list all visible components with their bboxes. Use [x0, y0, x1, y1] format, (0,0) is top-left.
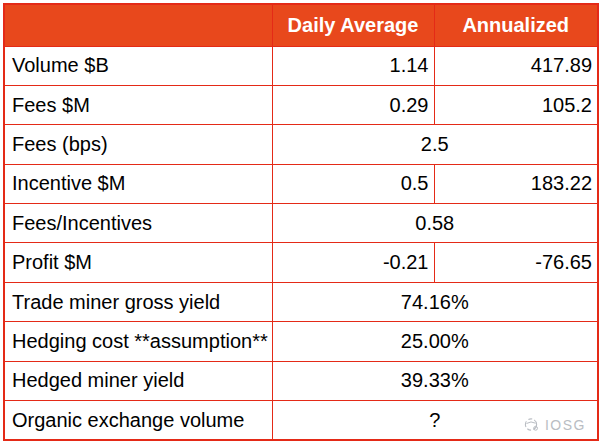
- cell-merged-value: 2.5: [272, 125, 598, 164]
- cell-merged-value: 74.16%: [272, 282, 598, 321]
- table-row-hedging-cost: Hedging cost **assumption** 25.00%: [4, 322, 598, 361]
- row-label: Organic exchange volume: [4, 401, 272, 440]
- cell-annualized: 183.22: [434, 164, 598, 203]
- header-annualized: Annualized: [434, 4, 598, 46]
- table-row-organic-exchange-volume: Organic exchange volume ?: [4, 401, 598, 440]
- table-row-volume: Volume $B 1.14 417.89: [4, 46, 598, 85]
- cell-daily: 1.14: [272, 46, 434, 85]
- cell-annualized: -76.65: [434, 243, 598, 282]
- row-label: Fees/Incentives: [4, 204, 272, 243]
- cell-merged-value: 25.00%: [272, 322, 598, 361]
- table-row-incentive: Incentive $M 0.5 183.22: [4, 164, 598, 203]
- iosg-logo-icon: [523, 416, 540, 433]
- table-row-hedged-miner-yield: Hedged miner yield 39.33%: [4, 361, 598, 400]
- cell-merged-value: 0.58: [272, 204, 598, 243]
- metrics-table: Daily Average Annualized Volume $B 1.14 …: [3, 3, 599, 441]
- row-label: Profit $M: [4, 243, 272, 282]
- row-label: Fees (bps): [4, 125, 272, 164]
- table-row-profit: Profit $M -0.21 -76.65: [4, 243, 598, 282]
- row-label: Hedging cost **assumption**: [4, 322, 272, 361]
- row-label: Volume $B: [4, 46, 272, 85]
- row-label: Trade miner gross yield: [4, 282, 272, 321]
- cell-daily: -0.21: [272, 243, 434, 282]
- table-row-fees: Fees $M 0.29 105.2: [4, 85, 598, 124]
- watermark-brand-text: IOSG: [545, 417, 586, 433]
- header-empty-cell: [4, 4, 272, 46]
- header-daily-average: Daily Average: [272, 4, 434, 46]
- cell-merged-value: 39.33%: [272, 361, 598, 400]
- header-row: Daily Average Annualized: [4, 4, 598, 46]
- watermark: IOSG: [523, 416, 586, 433]
- table-row-trade-miner-gross-yield: Trade miner gross yield 74.16%: [4, 282, 598, 321]
- cell-annualized: 417.89: [434, 46, 598, 85]
- table-row-fees-bps: Fees (bps) 2.5: [4, 125, 598, 164]
- cell-annualized: 105.2: [434, 85, 598, 124]
- row-label: Fees $M: [4, 85, 272, 124]
- row-label: Incentive $M: [4, 164, 272, 203]
- cell-daily: 0.29: [272, 85, 434, 124]
- row-label: Hedged miner yield: [4, 361, 272, 400]
- cell-daily: 0.5: [272, 164, 434, 203]
- table-row-fees-incentives: Fees/Incentives 0.58: [4, 204, 598, 243]
